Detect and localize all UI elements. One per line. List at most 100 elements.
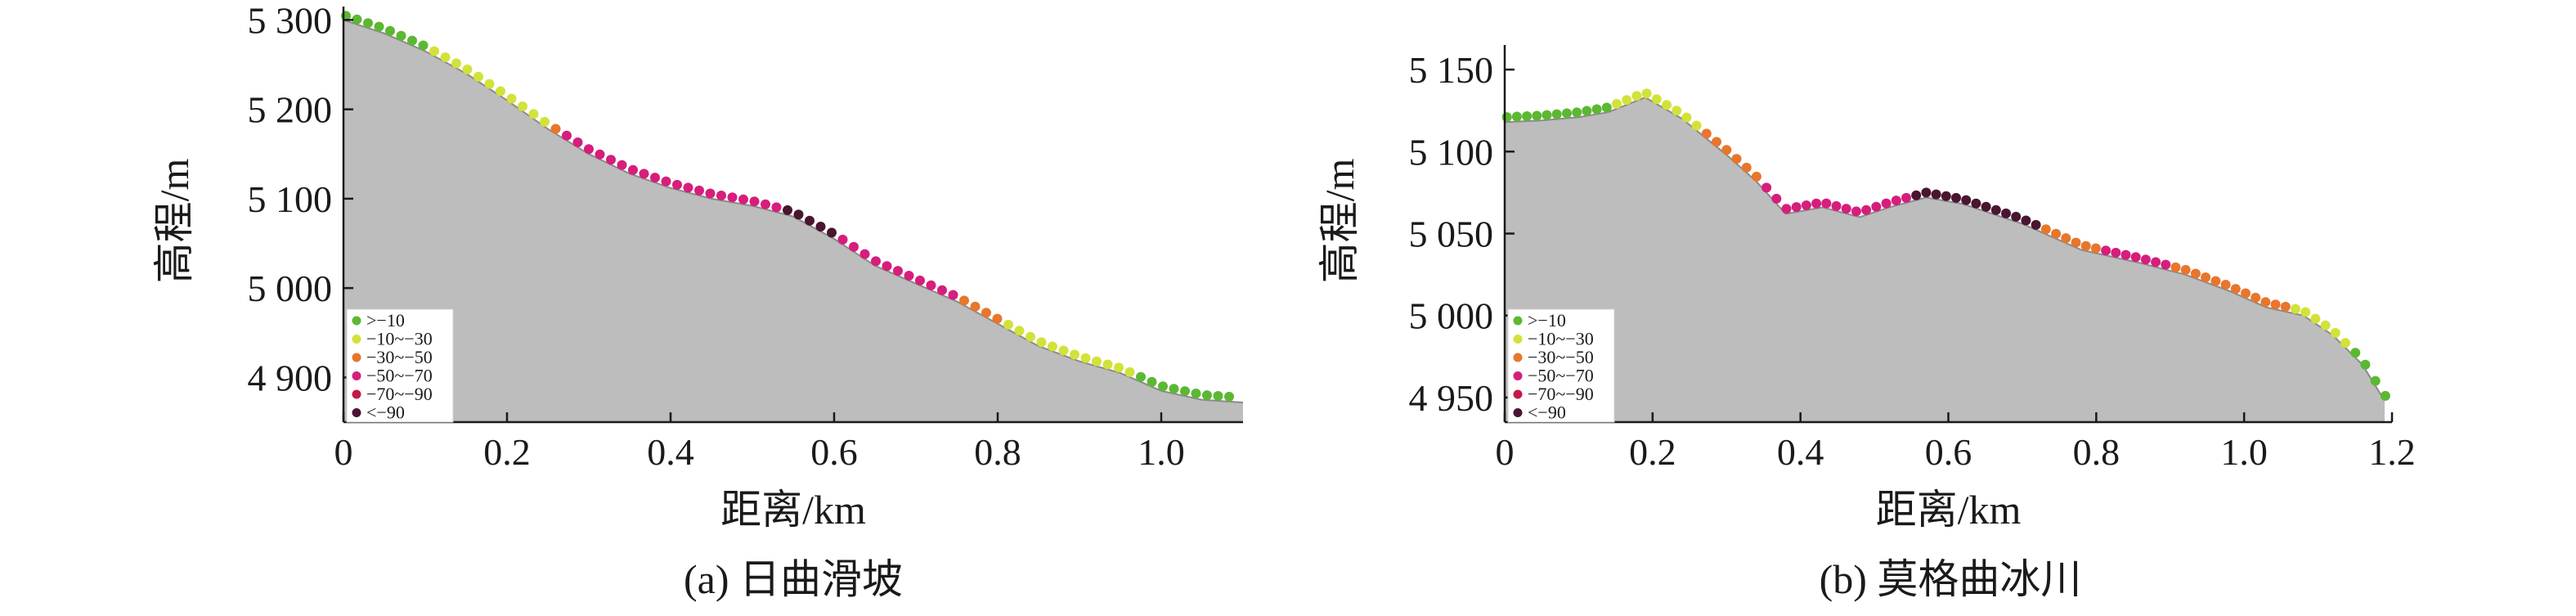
- legend-marker: [352, 335, 361, 344]
- velocity-point: [1202, 390, 1212, 401]
- velocity-point: [1542, 110, 1552, 120]
- velocity-point: [473, 71, 483, 82]
- velocity-point: [584, 144, 594, 155]
- velocity-point: [727, 192, 738, 203]
- legend-label: −10~−30: [1528, 329, 1594, 349]
- velocity-point: [1070, 349, 1079, 360]
- velocity-point: [540, 116, 550, 127]
- velocity-point: [837, 234, 848, 245]
- x-tick-label: 0.4: [1777, 431, 1824, 473]
- velocity-point: [2151, 257, 2161, 268]
- legend-marker: [1513, 389, 1523, 399]
- velocity-point: [2291, 304, 2300, 314]
- x-tick-label: 0.4: [647, 431, 694, 473]
- velocity-point: [926, 280, 936, 290]
- velocity-point: [1572, 107, 1582, 118]
- velocity-point: [2380, 390, 2390, 401]
- velocity-point: [1721, 145, 1732, 155]
- velocity-point: [937, 285, 947, 295]
- y-tick-label: 4 950: [1409, 377, 1494, 419]
- velocity-point: [628, 164, 638, 175]
- velocity-point: [2001, 208, 2011, 218]
- velocity-point: [948, 290, 958, 300]
- x-tick-label: 0: [334, 431, 353, 473]
- velocity-point: [1771, 193, 1782, 204]
- velocity-point: [418, 40, 429, 51]
- velocity-point: [2350, 348, 2361, 358]
- velocity-point: [572, 137, 583, 147]
- velocity-point: [882, 261, 892, 272]
- velocity-point: [859, 249, 870, 259]
- velocity-point: [363, 18, 373, 29]
- velocity-point: [352, 14, 362, 25]
- velocity-point: [1831, 200, 1842, 211]
- x-axis-title: 距离/km: [720, 487, 866, 533]
- velocity-point: [1691, 120, 1702, 131]
- velocity-point: [1048, 341, 1057, 352]
- velocity-point: [2170, 262, 2181, 272]
- velocity-point: [1641, 88, 1652, 99]
- velocity-point: [2130, 252, 2141, 263]
- velocity-point: [2190, 268, 2201, 279]
- legend-label: −70~−90: [1528, 384, 1594, 404]
- velocity-point: [518, 101, 527, 111]
- panel-caption: (a) 日曲滑坡: [684, 556, 903, 602]
- velocity-point: [1501, 112, 1512, 123]
- velocity-point: [606, 155, 616, 165]
- velocity-point: [2051, 228, 2062, 239]
- velocity-point: [1911, 190, 1922, 200]
- velocity-point: [2201, 272, 2211, 282]
- legend-marker: [1513, 316, 1523, 326]
- velocity-point: [1124, 366, 1135, 377]
- x-tick-label: 0.6: [1925, 431, 1972, 473]
- velocity-point: [429, 46, 439, 56]
- velocity-point: [2270, 299, 2281, 310]
- legend: >−10−10~−30−30~−50−50~−70−70~−90<−90: [346, 308, 454, 423]
- velocity-point: [1180, 386, 1190, 397]
- velocity-point: [562, 130, 572, 141]
- legend-label: >−10: [366, 310, 405, 330]
- y-tick-label: 5 000: [248, 268, 333, 309]
- legend-label: >−10: [1528, 310, 1566, 330]
- velocity-point: [385, 25, 395, 36]
- x-tick-label: 0.8: [974, 431, 1021, 473]
- x-tick-label: 1.0: [2220, 431, 2268, 473]
- velocity-point: [1532, 110, 1542, 121]
- legend-box: [1507, 308, 1615, 423]
- y-tick-label: 5 200: [248, 89, 333, 131]
- velocity-point: [893, 266, 903, 277]
- x-tick-label: 1.0: [1138, 431, 1185, 473]
- velocity-point: [2111, 247, 2121, 258]
- velocity-point: [716, 191, 726, 200]
- x-tick-label: 0.8: [2073, 431, 2120, 473]
- velocity-point: [981, 308, 991, 318]
- velocity-point: [506, 93, 517, 104]
- y-axis-title: 高程/m: [151, 159, 197, 284]
- legend-box: [346, 308, 454, 423]
- terrain-area: [343, 20, 1243, 423]
- velocity-point: [1801, 200, 1811, 210]
- velocity-point: [1951, 192, 1961, 203]
- velocity-point: [1712, 137, 1721, 147]
- velocity-point: [2021, 215, 2031, 226]
- velocity-point: [528, 109, 539, 119]
- velocity-point: [1921, 187, 1932, 198]
- velocity-point: [738, 194, 748, 205]
- velocity-point: [2140, 254, 2151, 265]
- x-tick-label: 0: [1496, 431, 1515, 473]
- velocity-point: [1931, 189, 1941, 200]
- velocity-point: [2370, 375, 2381, 386]
- velocity-point: [2031, 219, 2041, 230]
- legend-marker: [352, 371, 361, 380]
- velocity-point: [1158, 381, 1168, 392]
- velocity-point: [1058, 345, 1069, 356]
- velocity-point: [2280, 301, 2291, 312]
- velocity-point: [440, 52, 451, 62]
- velocity-point: [1861, 205, 1872, 215]
- legend-label: −30~−50: [1528, 347, 1594, 367]
- velocity-point: [2330, 327, 2340, 338]
- velocity-point: [2071, 237, 2081, 248]
- velocity-point: [2340, 338, 2350, 348]
- legend-marker: [352, 353, 361, 362]
